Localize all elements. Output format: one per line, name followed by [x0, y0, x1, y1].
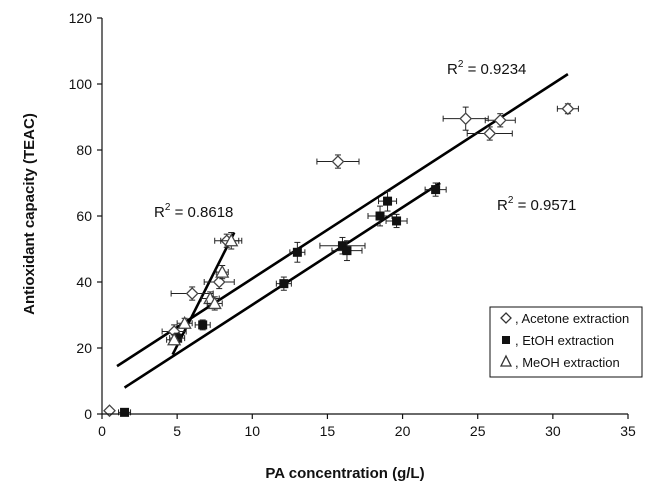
data-point-square: [385, 213, 408, 229]
y-axis-label: Antioxidant capacity (TEAC): [21, 113, 38, 315]
data-point-diamond: [442, 106, 489, 131]
data-point-square: [331, 240, 363, 262]
square-marker: [383, 196, 393, 206]
diamond-marker: [331, 155, 345, 168]
diamond-marker: [185, 287, 199, 300]
data-point-square: [367, 205, 393, 227]
triangle-marker: [224, 233, 239, 247]
triangle-marker: [177, 315, 192, 329]
legend: , Acetone extraction , EtOH extraction ,…: [489, 306, 643, 378]
x-tick-label: 25: [470, 423, 486, 439]
square-marker: [337, 241, 347, 251]
triangle-icon: [499, 354, 513, 367]
y-tick-label: 120: [69, 10, 93, 26]
data-points: [103, 102, 579, 418]
data-point-diamond: [170, 286, 214, 301]
x-tick-label: 30: [545, 423, 561, 439]
data-point-triangle: [206, 296, 223, 311]
square-icon: [502, 336, 510, 344]
data-point-square: [319, 236, 366, 255]
x-tick-label: 20: [395, 423, 411, 439]
square-marker: [292, 247, 302, 257]
x-tick-label: 35: [620, 423, 636, 439]
legend-item-etoh: , EtOH extraction: [502, 333, 614, 348]
legend-label-acetone: , Acetone extraction: [515, 311, 629, 326]
y-tick-label: 60: [76, 208, 92, 224]
x-tick-label: 10: [244, 423, 260, 439]
square-marker: [431, 185, 441, 195]
triangle-marker: [207, 296, 222, 310]
diamond-icon: [500, 312, 512, 324]
square-marker: [120, 407, 130, 417]
diamond-marker: [459, 112, 473, 126]
y-tick-label: 40: [76, 274, 92, 290]
legend-box: [489, 306, 643, 378]
data-point-triangle: [166, 332, 183, 346]
x-tick-label: 0: [98, 423, 106, 439]
legend-item-meoh: , MeOH extraction: [499, 354, 620, 370]
y-tick-label: 80: [76, 142, 92, 158]
legend-label-etoh: , EtOH extraction: [515, 333, 614, 348]
diamond-marker: [212, 275, 226, 289]
data-point-square: [118, 407, 132, 417]
square-marker: [392, 216, 402, 226]
r2-label-etoh: R2 = 0.9571: [497, 195, 576, 214]
r-squared-labels: R2 = 0.9234 R2 = 0.8618 R2 = 0.9571: [154, 59, 576, 221]
legend-item-acetone: , Acetone extraction: [500, 311, 629, 326]
axes: 0 20 40 60 80 100 120 0 5 10 15 20 25 30 35: [69, 10, 636, 439]
y-tick-label: 20: [76, 340, 92, 356]
square-marker: [198, 320, 208, 330]
data-point-diamond: [466, 126, 513, 141]
square-marker: [342, 246, 352, 256]
x-tick-label: 15: [320, 423, 336, 439]
x-tick-label: 5: [173, 423, 181, 439]
square-marker: [375, 211, 385, 221]
data-point-diamond: [556, 102, 579, 116]
data-point-diamond: [316, 154, 360, 169]
diamond-marker: [493, 113, 507, 127]
y-tick-label: 100: [69, 76, 93, 92]
data-point-square: [378, 190, 398, 212]
data-point-diamond: [484, 113, 516, 128]
data-point-square: [194, 319, 211, 331]
y-tick-label: 0: [84, 406, 92, 422]
diamond-marker: [561, 102, 575, 116]
data-point-square: [289, 241, 306, 263]
square-marker: [279, 279, 289, 289]
data-point-triangle: [215, 264, 230, 280]
data-point-triangle: [220, 232, 243, 250]
triangle-marker: [167, 332, 182, 346]
triangle-marker: [215, 264, 230, 278]
data-point-square: [275, 276, 292, 291]
legend-label-meoh: , MeOH extraction: [515, 355, 620, 370]
data-point-square: [424, 182, 447, 197]
data-point-triangle: [176, 315, 193, 329]
r2-label-acetone: R2 = 0.9234: [447, 59, 526, 78]
x-axis-label: PA concentration (g/L): [265, 465, 424, 482]
r2-label-meoh: R2 = 0.8618: [154, 202, 233, 221]
diamond-marker: [483, 127, 497, 140]
